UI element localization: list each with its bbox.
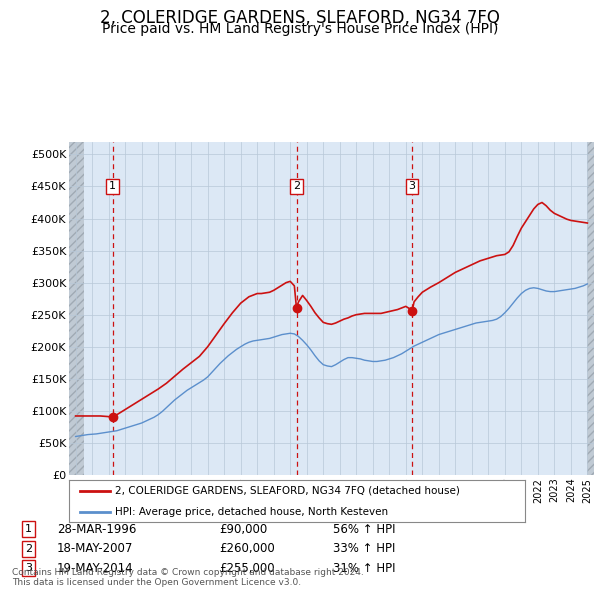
Text: 2, COLERIDGE GARDENS, SLEAFORD, NG34 7FQ (detached house): 2, COLERIDGE GARDENS, SLEAFORD, NG34 7FQ… [115,486,460,496]
Text: 1: 1 [25,525,32,534]
Text: HPI: Average price, detached house, North Kesteven: HPI: Average price, detached house, Nort… [115,507,388,517]
Text: 28-MAR-1996: 28-MAR-1996 [57,523,136,536]
Text: 56% ↑ HPI: 56% ↑ HPI [333,523,395,536]
Text: £255,000: £255,000 [219,562,275,575]
Text: 18-MAY-2007: 18-MAY-2007 [57,542,133,555]
Bar [587,142,594,475]
Text: 3: 3 [409,182,416,192]
Text: 1: 1 [109,182,116,192]
Text: 33% ↑ HPI: 33% ↑ HPI [333,542,395,555]
Text: Contains HM Land Registry data © Crown copyright and database right 2024.
This d: Contains HM Land Registry data © Crown c… [12,568,364,587]
Text: 19-MAY-2014: 19-MAY-2014 [57,562,134,575]
Text: 2, COLERIDGE GARDENS, SLEAFORD, NG34 7FQ: 2, COLERIDGE GARDENS, SLEAFORD, NG34 7FQ [100,9,500,27]
Text: 2: 2 [293,182,300,192]
Text: £260,000: £260,000 [219,542,275,555]
Text: 3: 3 [25,563,32,573]
Bar [69,142,84,475]
Text: Price paid vs. HM Land Registry's House Price Index (HPI): Price paid vs. HM Land Registry's House … [102,22,498,37]
Text: 2: 2 [25,544,32,553]
Text: £90,000: £90,000 [219,523,267,536]
Text: 31% ↑ HPI: 31% ↑ HPI [333,562,395,575]
